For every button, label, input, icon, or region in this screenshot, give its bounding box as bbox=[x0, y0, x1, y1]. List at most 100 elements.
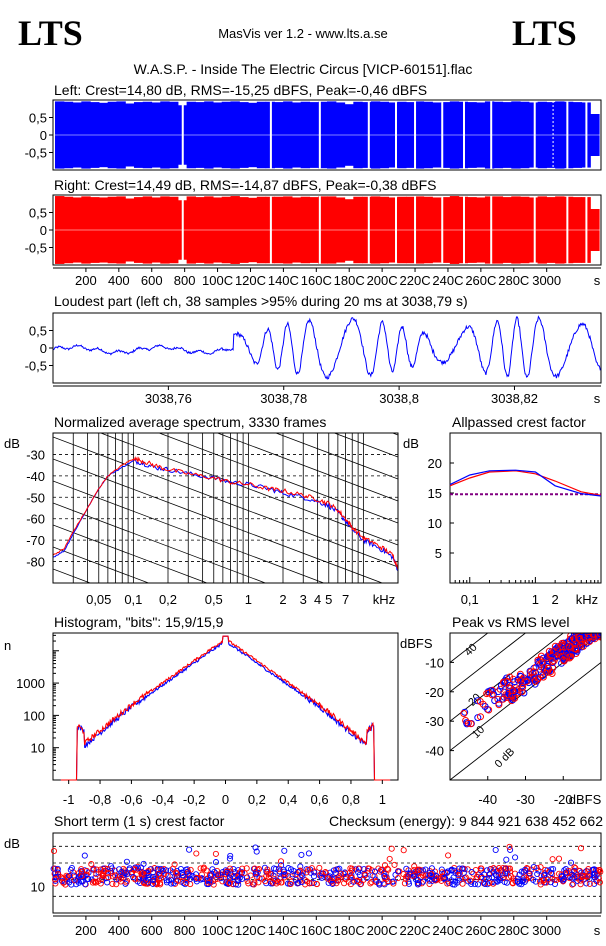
crest-scatter-point bbox=[187, 875, 194, 882]
scatter-point-right bbox=[494, 695, 502, 703]
crest-scatter-point bbox=[519, 878, 526, 885]
x-tick-label: 180C bbox=[334, 923, 365, 938]
crest-scatter-point bbox=[192, 875, 200, 883]
crest-scatter-point bbox=[252, 844, 259, 851]
x-tick-label: 400 bbox=[108, 273, 130, 288]
y-tick-label: 0,5 bbox=[29, 206, 47, 221]
crest-scatter-point bbox=[130, 866, 137, 873]
crest-scatter-point bbox=[492, 846, 499, 854]
allpassed-series-line bbox=[449, 469, 602, 497]
scatter-point-right bbox=[527, 668, 535, 676]
short-term-crest-chart: dB 10 200 400 600 800 100C 120C 140C 160C 180C 200C… bbox=[4, 832, 604, 938]
x-unit-label: s bbox=[594, 273, 601, 288]
x-tick-label: 0,5 bbox=[205, 592, 223, 607]
y-axis-label: dB bbox=[4, 836, 20, 851]
x-tick-label: 0,1 bbox=[461, 592, 479, 607]
crest-scatter-point bbox=[272, 865, 279, 873]
diagonal-grid-line bbox=[53, 591, 398, 721]
crest-scatter-point bbox=[170, 880, 177, 887]
crest-scatter-point bbox=[52, 880, 59, 887]
crest-scatter-point bbox=[494, 878, 501, 885]
crest-scatter-point bbox=[514, 878, 521, 885]
scatter-point-right bbox=[499, 695, 507, 703]
crest-scatter-point bbox=[468, 869, 475, 876]
crest-scatter-point bbox=[244, 877, 251, 884]
crest-scatter-point bbox=[551, 876, 558, 883]
crest-scatter-point bbox=[378, 866, 385, 873]
crest-scatter-point bbox=[484, 867, 491, 874]
crest-scatter-point bbox=[66, 879, 73, 886]
plot-frame bbox=[52, 312, 602, 384]
crest-scatter-point bbox=[401, 880, 408, 887]
checksum-text: Checksum (energy): 9 844 921 638 452 662 bbox=[329, 813, 603, 829]
crest-scatter-point bbox=[193, 850, 200, 857]
crest-scatter-point bbox=[360, 876, 367, 883]
crest-scatter-point bbox=[537, 881, 544, 888]
x-tick-label: 200 bbox=[75, 273, 97, 288]
histogram-title: Histogram, "bits": 15,9/15,9 bbox=[54, 614, 224, 630]
left-waveform-chart: 0,5 0 -0,5 bbox=[25, 99, 602, 171]
scatter-point-right bbox=[571, 645, 579, 652]
crest-scatter-point bbox=[163, 877, 170, 884]
crest-scatter-point bbox=[512, 854, 519, 861]
crest-scatter-point bbox=[172, 869, 179, 876]
y-axis-label: dB bbox=[4, 436, 20, 451]
crest-scatter-point bbox=[514, 875, 521, 882]
x-unit-label: kHz bbox=[373, 592, 395, 607]
crest-scatter-point bbox=[212, 859, 220, 866]
crest-scatter-point bbox=[562, 865, 569, 873]
crest-scatter-point bbox=[486, 879, 493, 887]
crest-scatter-point bbox=[385, 877, 392, 885]
crest-scatter-point bbox=[173, 870, 180, 877]
crest-scatter-point bbox=[340, 870, 347, 877]
y-tick-label: 10 bbox=[31, 741, 45, 756]
diagonal-grid-line bbox=[53, 635, 398, 765]
crest-scatter-point bbox=[68, 864, 75, 872]
crest-scatter-point bbox=[571, 874, 578, 881]
crest-scatter-point bbox=[471, 881, 478, 888]
histogram-line bbox=[60, 635, 391, 781]
y-tick-label: -20 bbox=[425, 685, 444, 700]
crest-scatter-point bbox=[294, 869, 302, 876]
crest-scatter-point bbox=[520, 877, 527, 884]
crest-diagonal-line bbox=[450, 661, 601, 780]
scatter-point-right bbox=[545, 664, 553, 672]
crest-scatter-point bbox=[228, 871, 235, 878]
crest-scatter-point bbox=[105, 874, 112, 881]
x-tick-label: 3038,8 bbox=[379, 391, 419, 406]
diagonal-grid-line bbox=[53, 480, 325, 583]
crest-scatter-point bbox=[503, 879, 510, 886]
scatter-point-left bbox=[490, 690, 497, 698]
x-tick-label: -0,8 bbox=[89, 792, 111, 807]
logo-right: LTS bbox=[512, 13, 577, 53]
crest-scatter-point bbox=[123, 858, 130, 865]
crest-scatter-point bbox=[474, 881, 482, 888]
crest-scatter-point bbox=[403, 865, 410, 872]
crest-scatter-point bbox=[355, 865, 362, 872]
crest-scatter-point bbox=[175, 877, 182, 884]
scatter-point-right bbox=[504, 678, 511, 685]
loudest-part-chart: 0,5 0 -0,5 3038,76 3038,78 3038,8 3038,82 s bbox=[25, 312, 602, 406]
crest-scatter-point bbox=[169, 865, 176, 872]
crest-scatter-point bbox=[411, 866, 418, 873]
y-tick-label: 1000 bbox=[16, 676, 45, 691]
scatter-point-right bbox=[488, 691, 496, 699]
y-tick-label: 10 bbox=[31, 879, 45, 894]
crest-scatter-point bbox=[163, 867, 170, 874]
logo-left: LTS bbox=[18, 13, 83, 53]
crest-scatter-point bbox=[492, 871, 499, 878]
scatter-point-right bbox=[585, 633, 593, 641]
crest-scatter-point bbox=[537, 878, 544, 885]
crest-scatter-point bbox=[385, 866, 392, 873]
crest-scatter-point bbox=[371, 868, 378, 875]
scatter-point-right bbox=[602, 634, 606, 640]
y-axis-label: dBFS bbox=[400, 636, 433, 651]
x-tick-label: 1 bbox=[532, 592, 539, 607]
diagonal-grid-line bbox=[216, 433, 398, 502]
scatter-point-right bbox=[538, 658, 546, 666]
crest-scatter-point bbox=[400, 847, 407, 854]
crest-scatter-point bbox=[299, 872, 306, 880]
scatter-point-left bbox=[573, 635, 581, 643]
crest-scatter-point bbox=[577, 881, 584, 888]
